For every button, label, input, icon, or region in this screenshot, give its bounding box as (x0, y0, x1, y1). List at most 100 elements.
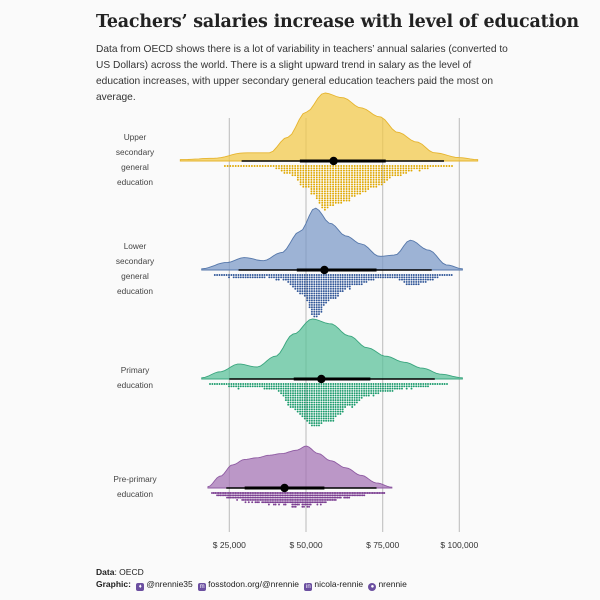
salary-dot (313, 385, 316, 388)
salary-dot (334, 494, 337, 497)
salary-dot (334, 406, 337, 408)
salary-dot (284, 274, 287, 276)
salary-dot (318, 299, 320, 302)
salary-dot (429, 383, 432, 385)
salary-dot (267, 494, 270, 497)
salary-dot (287, 280, 290, 283)
salary-dot (358, 385, 361, 388)
handle-linkedin[interactable]: nicola-rennie (314, 579, 364, 589)
salary-dot (310, 422, 313, 425)
salary-dot (321, 190, 324, 193)
salary-dot (320, 399, 323, 402)
salary-dot (310, 399, 313, 402)
salary-dot (310, 313, 313, 316)
salary-dot (298, 503, 300, 506)
salary-dot (389, 383, 392, 385)
salary-dot (407, 165, 410, 167)
salary-dot (337, 285, 339, 288)
salary-dot (332, 283, 335, 286)
salary-dot (364, 174, 367, 177)
salary-dot (303, 494, 305, 497)
salary-dot (353, 403, 356, 406)
salary-dot (345, 192, 348, 195)
salary-dot (325, 408, 328, 411)
salary-dot (353, 399, 356, 402)
salary-dot (299, 280, 302, 283)
salary-dot (329, 276, 332, 279)
salary-dot (364, 188, 367, 190)
salary-dot (303, 389, 306, 392)
salary-dot (359, 188, 362, 190)
salary-dot (302, 165, 305, 167)
salary-dot (327, 419, 330, 422)
salary-dot (301, 283, 304, 286)
salary-dot (311, 501, 314, 504)
salary-dot (313, 303, 316, 306)
salary-dot (365, 274, 368, 276)
handle-bird[interactable]: @nrennie35 (146, 579, 193, 589)
salary-dot (349, 494, 352, 497)
salary-dot (228, 385, 230, 388)
salary-dot (375, 185, 378, 188)
salary-dot (294, 276, 297, 279)
salary-dot (339, 394, 342, 397)
salary-dot (223, 274, 226, 276)
salary-dot (329, 204, 332, 207)
salary-dot (230, 383, 233, 385)
salary-dot (230, 385, 233, 388)
salary-dot (326, 165, 329, 167)
salary-dot (343, 494, 346, 497)
salary-dot (318, 274, 320, 276)
salary-dot (379, 385, 382, 388)
salary-dot (278, 496, 280, 499)
salary-dot (346, 494, 349, 497)
salary-dot (301, 394, 304, 397)
salary-dot (359, 494, 362, 497)
salary-dot (356, 190, 359, 193)
salary-dot (256, 492, 259, 494)
salary-dot (266, 498, 269, 501)
salary-dot (322, 276, 325, 279)
salary-dot (289, 392, 292, 395)
salary-dot (431, 278, 434, 281)
salary-dot (334, 276, 337, 279)
salary-dot (334, 287, 337, 290)
salary-dot (261, 165, 264, 167)
salary-dot (318, 501, 321, 504)
median-point (317, 374, 326, 384)
salary-dot (358, 392, 361, 395)
handle-github[interactable]: nrennie (378, 579, 407, 589)
salary-dot (359, 190, 362, 193)
salary-dot (322, 399, 325, 402)
handle-mastodon[interactable]: fosstodon.org/@nrennie (208, 579, 300, 589)
salary-dot (355, 401, 358, 404)
salary-dot (337, 165, 340, 167)
salary-dot (284, 494, 287, 497)
salary-dot (337, 178, 340, 181)
salary-dot (337, 176, 340, 179)
salary-dot (231, 496, 234, 499)
salary-dot (235, 383, 238, 385)
salary-dot (265, 274, 268, 276)
salary-dot (291, 505, 294, 508)
salary-dot (334, 297, 337, 299)
salary-dot (345, 169, 348, 172)
salary-dot (303, 408, 306, 411)
salary-dot (308, 410, 311, 413)
category-label: Pre-primary education (100, 472, 170, 502)
salary-dot (310, 183, 313, 186)
salary-dot (321, 185, 324, 188)
salary-dot (320, 294, 323, 297)
salary-dot (289, 501, 292, 504)
data-source-label: Data (96, 567, 115, 577)
salary-dot (325, 287, 328, 290)
salary-dot (315, 194, 318, 197)
salary-dot (308, 389, 311, 392)
salary-dot (313, 399, 316, 402)
salary-dot (313, 287, 316, 290)
salary-dot (329, 494, 332, 497)
salary-dot (431, 276, 434, 279)
salary-dot (306, 412, 309, 415)
salary-dot (323, 174, 326, 177)
salary-dot (320, 403, 323, 406)
